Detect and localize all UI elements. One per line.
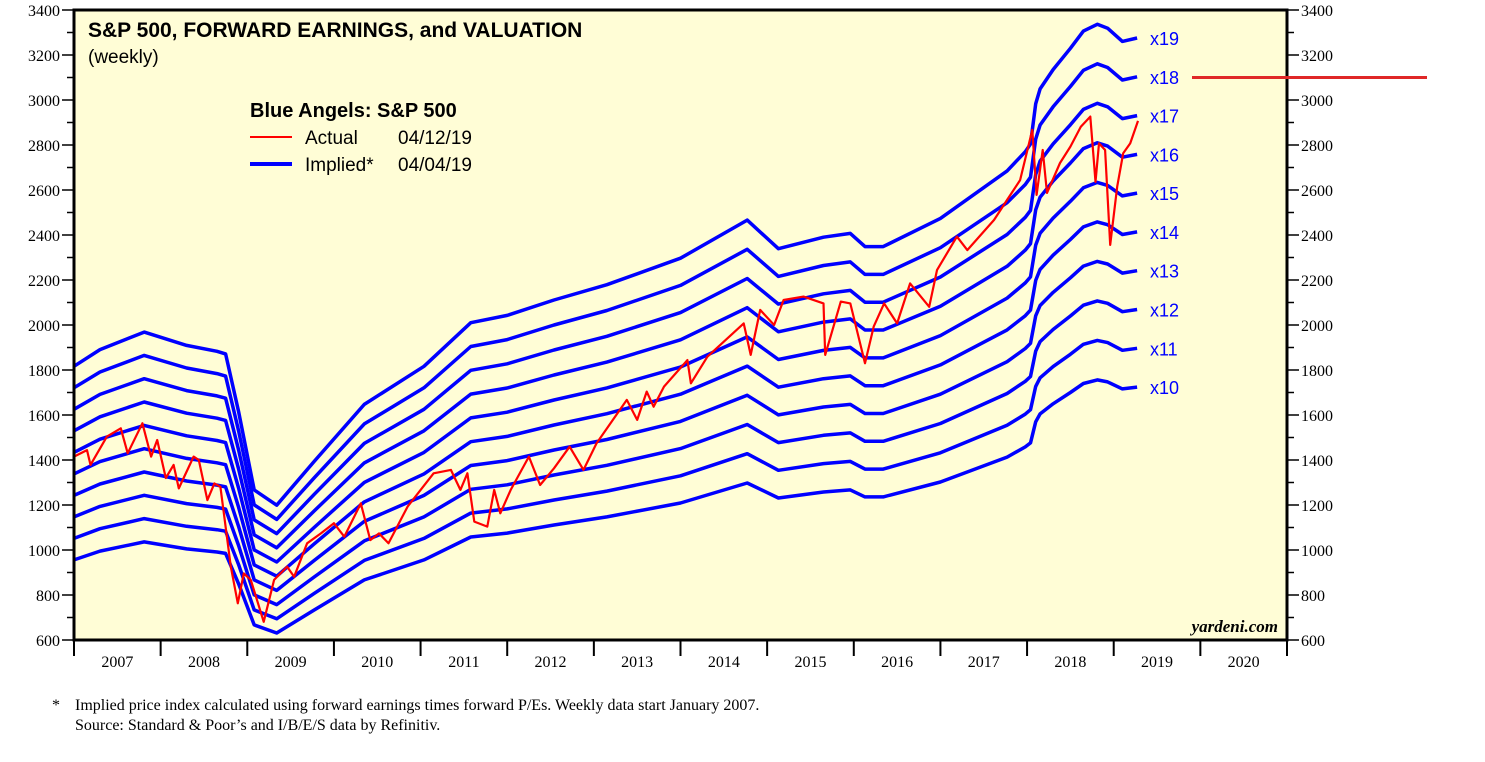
- y-tick-label-right: 2800: [1301, 138, 1333, 155]
- legend-label-implied: Implied*: [305, 155, 374, 176]
- multiple-label-x12: x12: [1150, 301, 1179, 321]
- y-tick-label-right: 1400: [1301, 453, 1333, 470]
- multiple-labels: x10 x11 x12 x13 x14 x15 x16 x17 x18 x19: [1150, 29, 1179, 398]
- x-tick-label: 2015: [794, 654, 826, 671]
- y-tick-label-right: 2600: [1301, 183, 1333, 200]
- legend-date-implied: 04/04/19: [398, 155, 472, 176]
- y-tick-label-left: 800: [36, 588, 60, 605]
- y-tick-label-right: 1600: [1301, 408, 1333, 425]
- multiple-label-x11: x11: [1150, 339, 1178, 359]
- footnote-line1: Implied price index calculated using for…: [75, 697, 759, 714]
- multiple-label-x14: x14: [1150, 223, 1179, 243]
- x-tick-label: 2011: [448, 654, 479, 671]
- y-tick-label-right: 1200: [1301, 498, 1333, 515]
- x-tick-label: 2009: [275, 654, 307, 671]
- y-tick-label-left: 3200: [28, 48, 60, 65]
- legend: Blue Angels: S&P 500 Actual 04/12/19 Imp…: [250, 100, 472, 176]
- implied-line-x18: [73, 62, 1138, 522]
- y-tick-label-left: 600: [36, 633, 60, 650]
- implied-line-x13: [73, 259, 1138, 593]
- actual-line-group: [73, 115, 1140, 623]
- watermark: yardeni.com: [1190, 617, 1278, 636]
- implied-lines: [73, 22, 1138, 635]
- chart-subtitle: (weekly): [88, 47, 159, 68]
- x-tick-label: 2014: [708, 654, 740, 671]
- implied-line-x15: [73, 180, 1138, 564]
- y-tick-label-right: 2000: [1301, 318, 1333, 335]
- y-tick-label-left: 2800: [28, 138, 60, 155]
- y-tick-label-right: 1800: [1301, 363, 1333, 380]
- y-tick-label-left: 3400: [28, 3, 60, 20]
- y-tick-label-left: 3000: [28, 93, 60, 110]
- x-tick-label: 2012: [535, 654, 567, 671]
- legend-label-actual: Actual: [305, 128, 358, 149]
- implied-line-x12: [73, 299, 1138, 607]
- implied-line-x16: [73, 141, 1138, 550]
- y-tick-label-right: 3000: [1301, 93, 1333, 110]
- multiple-label-x18: x18: [1150, 68, 1179, 88]
- y-tick-label-left: 1400: [28, 453, 60, 470]
- y-tick-label-left: 1000: [28, 543, 60, 560]
- x-tick-label: 2008: [188, 654, 220, 671]
- multiple-label-x19: x19: [1150, 29, 1179, 49]
- implied-line-x14: [73, 220, 1138, 578]
- multiple-label-x10: x10: [1150, 378, 1179, 398]
- chart-title: S&P 500, FORWARD EARNINGS, and VALUATION: [88, 19, 582, 42]
- y-tick-label-left: 1200: [28, 498, 60, 515]
- y-tick-label-left: 2600: [28, 183, 60, 200]
- actual-line: [73, 115, 1140, 623]
- x-axis: 2007 2008 2009 2010 2011 2012 2013 2014 2015 2016…: [73, 640, 1288, 671]
- footnote-line2: Source: Standard & Poor’s and I/B/E/S da…: [75, 717, 440, 734]
- y-tick-label-right: 600: [1301, 633, 1325, 650]
- implied-line-x10: [73, 378, 1138, 635]
- y-tick-label-right: 800: [1301, 588, 1325, 605]
- implied-line-x17: [73, 101, 1138, 536]
- plot-frame: [72, 8, 1289, 642]
- legend-date-actual: 04/12/19: [398, 128, 472, 149]
- multiple-label-x17: x17: [1150, 107, 1179, 127]
- x-tick-label: 2017: [968, 654, 1000, 671]
- y-axis-right: 600 800 1000 1200 1400 1600 1800 2000 2200 2400 26…: [1287, 3, 1333, 650]
- x-tick-label: 2019: [1141, 654, 1173, 671]
- y-tick-label-right: 2400: [1301, 228, 1333, 245]
- multiple-label-x13: x13: [1150, 262, 1179, 282]
- y-tick-label-left: 1600: [28, 408, 60, 425]
- y-tick-label-left: 2000: [28, 318, 60, 335]
- x-tick-label: 2018: [1054, 654, 1086, 671]
- y-tick-label-left: 2200: [28, 273, 60, 290]
- y-tick-label-right: 2200: [1301, 273, 1333, 290]
- y-tick-label-right: 1000: [1301, 543, 1333, 560]
- y-axis-left: 600 800 1000 1200 1400 1600 1800 2000 2200 2400 26…: [28, 3, 74, 650]
- legend-title: Blue Angels: S&P 500: [250, 100, 457, 122]
- x-tick-label: 2010: [361, 654, 393, 671]
- multiple-label-x16: x16: [1150, 145, 1179, 165]
- y-tick-label-left: 2400: [28, 228, 60, 245]
- x-tick-label: 2020: [1228, 654, 1260, 671]
- implied-line-x19: [73, 22, 1138, 507]
- y-tick-label-right: 3200: [1301, 48, 1333, 65]
- implied-line-x11: [73, 338, 1138, 621]
- footnote-marker: *: [52, 697, 60, 714]
- y-tick-label-left: 1800: [28, 363, 60, 380]
- x-tick-label: 2007: [101, 654, 133, 671]
- y-tick-label-right: 3400: [1301, 3, 1333, 20]
- x-tick-label: 2013: [621, 654, 653, 671]
- multiple-label-x15: x15: [1150, 184, 1179, 204]
- x-tick-label: 2016: [881, 654, 913, 671]
